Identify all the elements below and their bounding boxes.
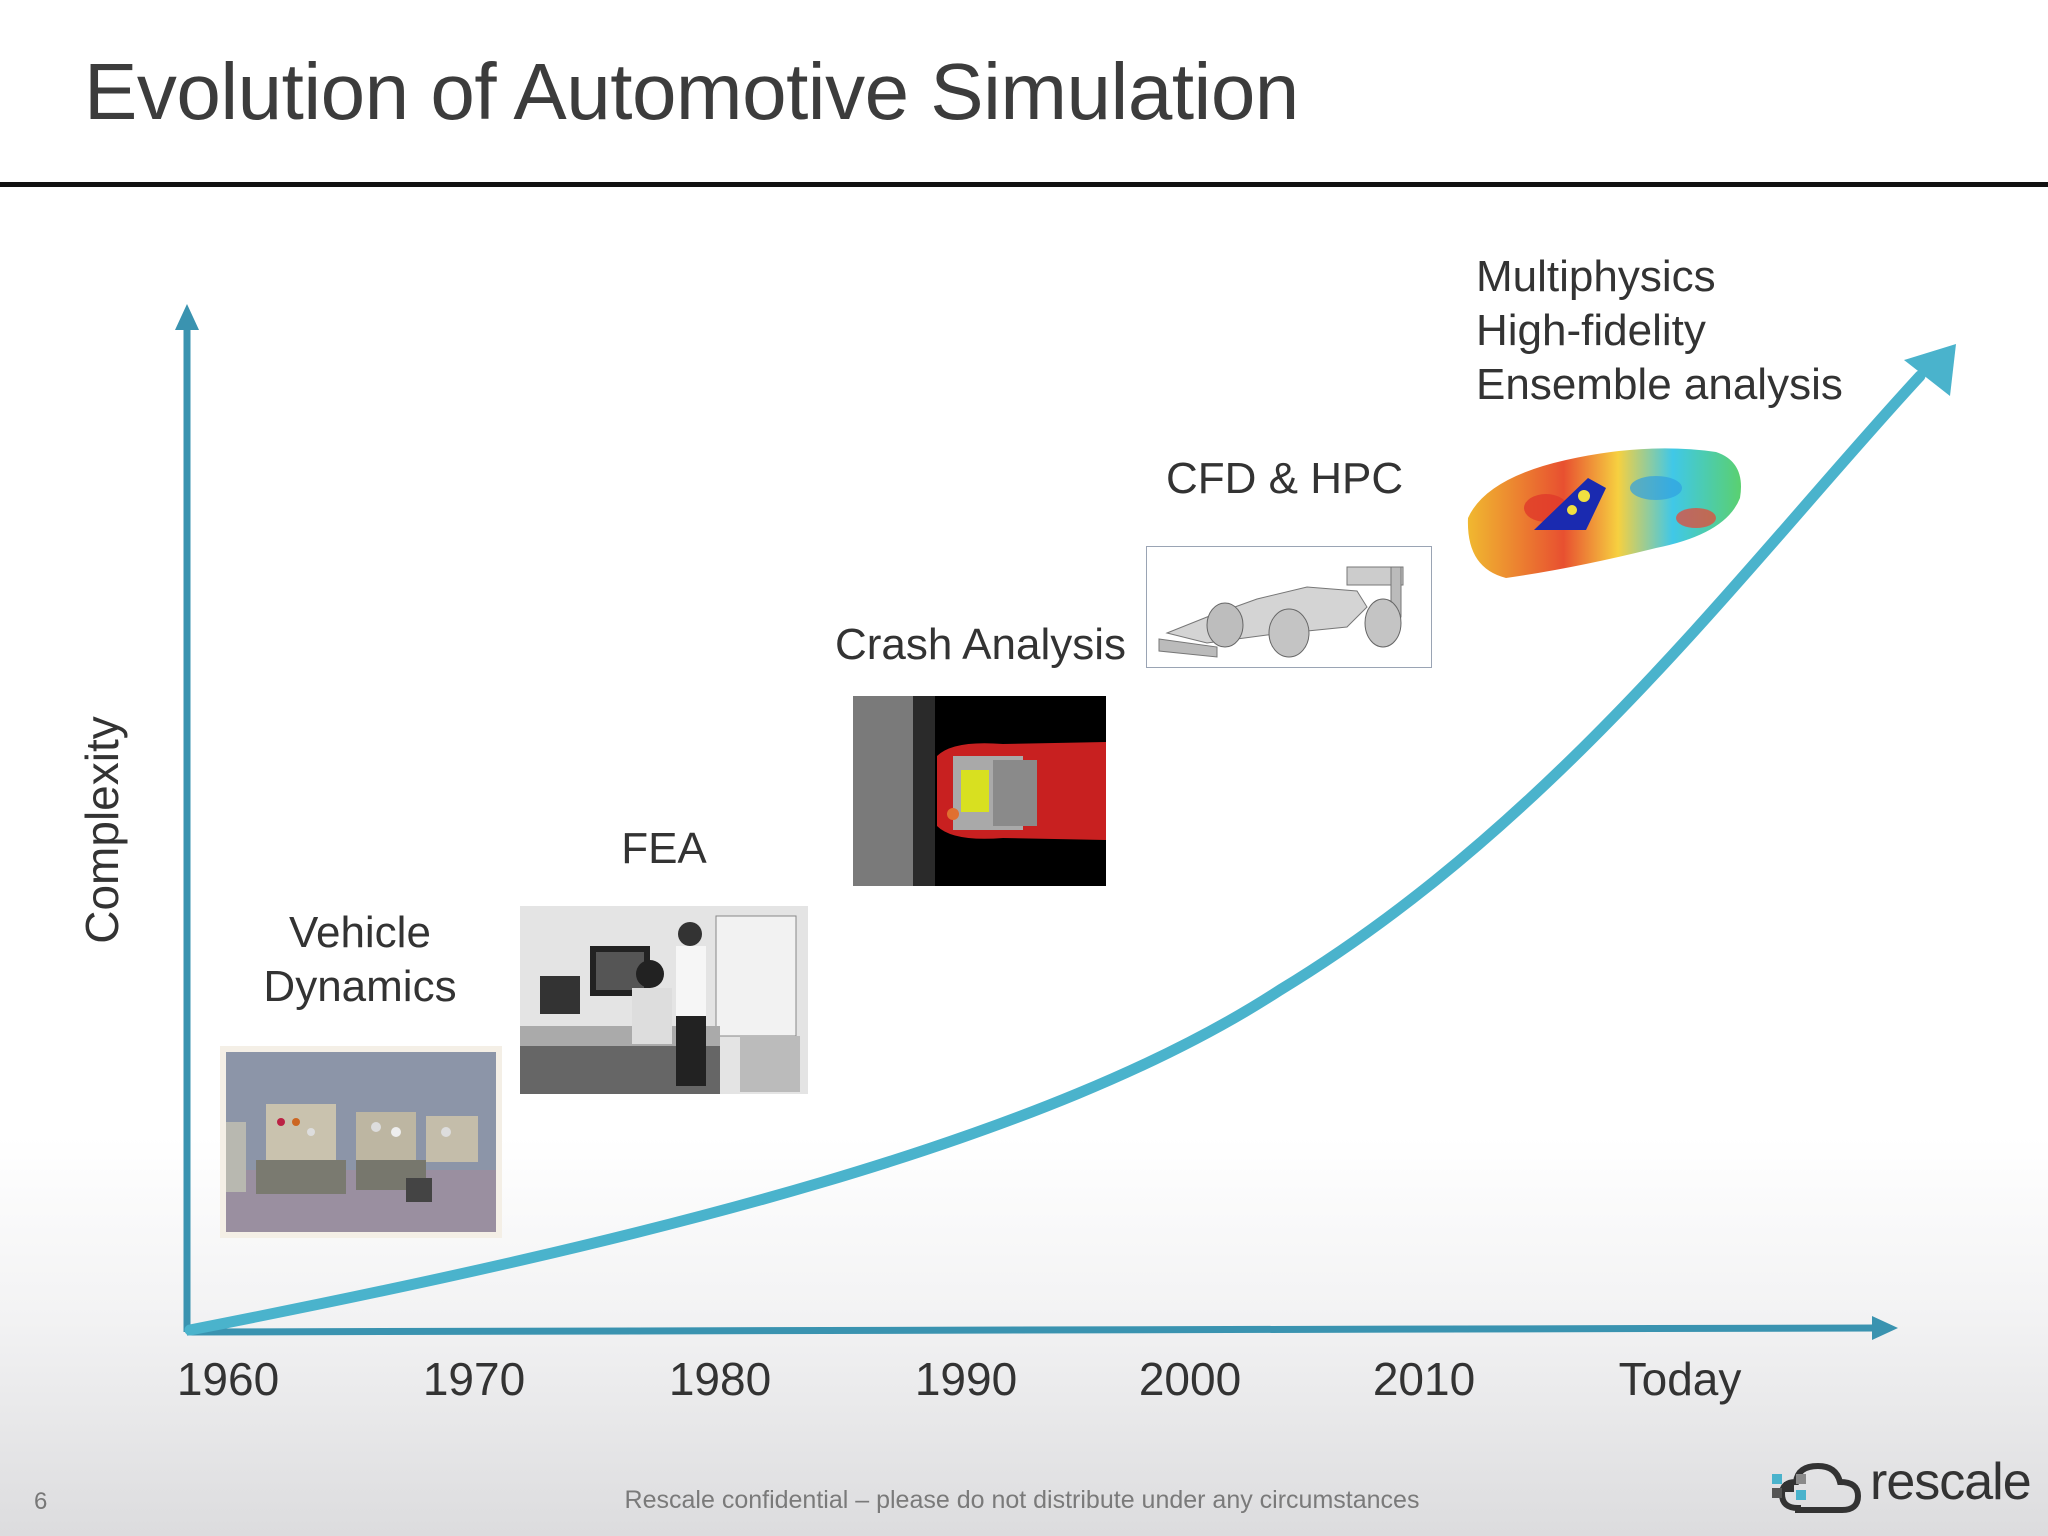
x-tick-label: 1960 (176, 1353, 280, 1405)
y-axis-arrowhead (175, 304, 199, 330)
growth-curve-arrowhead (1904, 344, 1956, 396)
era-label-vehicle-dynamics: Vehicle Dynamics (263, 908, 457, 1011)
title-divider (0, 182, 2048, 187)
confidentiality-notice: Rescale confidential – please do not dis… (624, 1486, 1420, 1514)
era-label-crash-analysis: Crash Analysis (835, 620, 1127, 669)
f1-car-mesh-image (1146, 546, 1432, 668)
page-number: 6 (34, 1488, 48, 1515)
x-tick-label: 1990 (914, 1353, 1018, 1405)
vintage-lab-photo (220, 1046, 502, 1238)
x-tick-label: 2000 (1138, 1353, 1242, 1405)
x-tick-label: 2010 (1372, 1353, 1476, 1405)
x-tick-label: 1980 (668, 1353, 772, 1405)
era-label-cfd-hpc: CFD & HPC (1166, 454, 1404, 503)
cloud-logo-icon (1772, 1462, 1862, 1513)
x-axis-arrowhead (1872, 1316, 1898, 1340)
crash-simulation-image (853, 696, 1106, 886)
y-axis-label: Complexity (76, 716, 128, 944)
x-tick-label: 1970 (422, 1353, 526, 1405)
engineers-at-workstation-photo (520, 906, 808, 1094)
growth-curve (184, 370, 1926, 1336)
logo-wordmark: rescale (1870, 1453, 2032, 1511)
era-label-multiphysics: Multiphysics High-fidelity Ensemble analys… (1476, 252, 1843, 409)
rescale-logo: rescale (1768, 1452, 2032, 1524)
car-contour-plot-image (1456, 438, 1748, 588)
era-label-fea: FEA (621, 824, 707, 873)
x-tick-label: Today (1618, 1353, 1742, 1405)
slide-title: Evolution of Automotive Simulation (84, 47, 1299, 136)
x-axis-line (186, 1324, 1879, 1336)
